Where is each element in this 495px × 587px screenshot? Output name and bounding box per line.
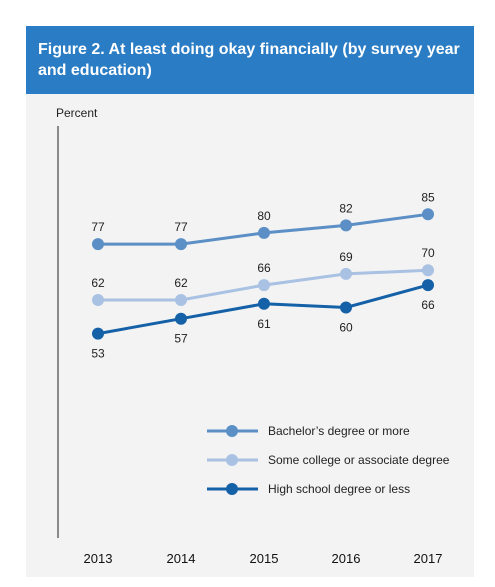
data-point xyxy=(258,297,270,310)
data-point xyxy=(92,294,104,306)
figure-panel: Figure 2. At least doing okay financiall… xyxy=(26,26,474,577)
legend: Bachelor’s degree or more Some college or… xyxy=(207,424,450,496)
legend-swatch-marker xyxy=(226,483,238,495)
data-label: 66 xyxy=(421,298,435,312)
plot-area: 77 77 80 82 85 62 62 66 69 70 53 57 61 60 66 xyxy=(91,190,435,360)
x-tick-label: 2013 xyxy=(84,551,113,566)
data-point xyxy=(340,301,352,314)
data-point xyxy=(92,238,104,251)
data-label: 53 xyxy=(91,347,105,361)
data-label: 60 xyxy=(339,321,353,335)
line-chart: Percent 77 77 80 82 85 62 62 66 69 70 53 57 61 60 66 2… xyxy=(56,106,450,566)
data-label: 69 xyxy=(339,250,353,264)
x-tick-label: 2014 xyxy=(167,551,196,566)
legend-label: Bachelor’s degree or more xyxy=(268,424,410,438)
data-label: 77 xyxy=(91,220,105,234)
y-axis-title: Percent xyxy=(56,106,98,120)
data-point xyxy=(175,238,187,251)
data-label: 61 xyxy=(257,317,271,331)
legend-label: High school degree or less xyxy=(268,482,410,496)
legend-label: Some college or associate degree xyxy=(268,453,450,467)
data-label: 80 xyxy=(257,209,271,223)
data-point xyxy=(340,267,352,280)
data-label: 62 xyxy=(91,276,105,290)
x-axis-ticks: 2013 2014 2015 2016 2017 xyxy=(84,551,443,566)
data-label: 85 xyxy=(421,190,435,204)
data-point xyxy=(422,279,434,292)
data-point xyxy=(175,294,187,306)
data-label: 77 xyxy=(174,220,188,234)
x-tick-label: 2015 xyxy=(250,551,279,566)
data-point xyxy=(340,219,352,232)
data-label: 57 xyxy=(174,332,188,346)
data-label: 70 xyxy=(421,246,435,260)
data-label: 82 xyxy=(339,201,353,215)
data-point xyxy=(92,327,104,340)
legend-swatch-marker xyxy=(226,425,238,437)
figure-header: Figure 2. At least doing okay financiall… xyxy=(26,26,474,94)
data-point xyxy=(175,312,187,325)
data-label: 62 xyxy=(174,276,188,290)
x-tick-label: 2017 xyxy=(414,551,443,566)
data-label: 66 xyxy=(257,261,271,275)
figure-title: Figure 2. At least doing okay financiall… xyxy=(38,41,460,79)
legend-swatch-marker xyxy=(226,454,238,466)
x-tick-label: 2016 xyxy=(332,551,361,566)
data-point xyxy=(258,226,270,239)
data-point xyxy=(258,279,270,292)
data-point xyxy=(422,264,434,277)
data-point xyxy=(422,208,434,221)
